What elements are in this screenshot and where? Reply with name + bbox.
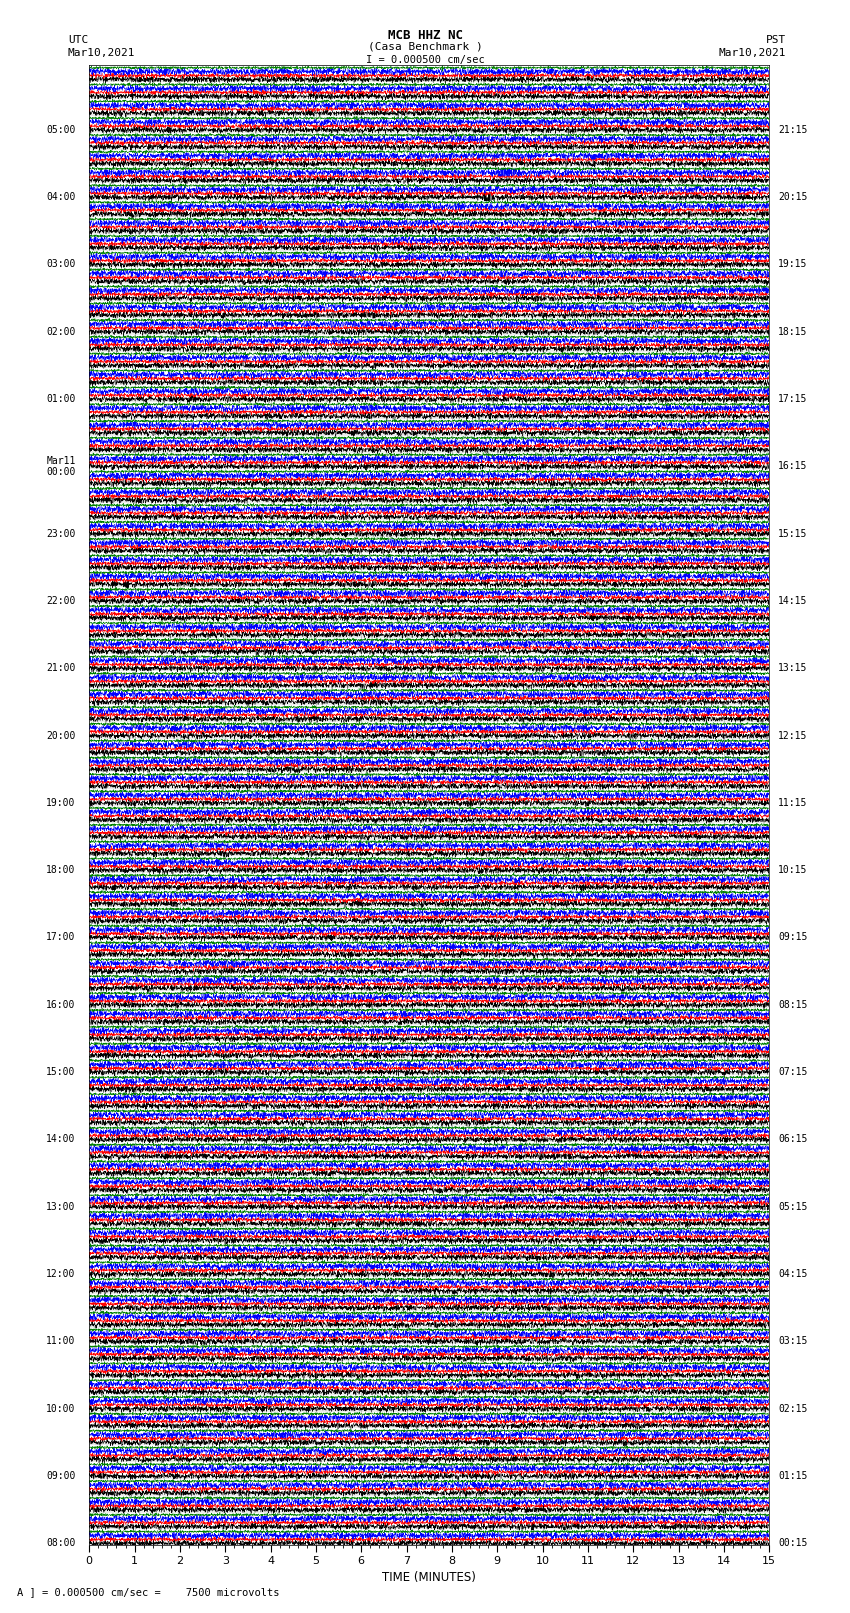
- Text: 04:15: 04:15: [779, 1269, 808, 1279]
- Text: Mar10,2021: Mar10,2021: [68, 48, 135, 58]
- Text: 11:00: 11:00: [46, 1336, 76, 1347]
- Text: 12:15: 12:15: [779, 731, 808, 740]
- Text: 00:15: 00:15: [779, 1539, 808, 1548]
- Text: 09:15: 09:15: [779, 932, 808, 942]
- Text: UTC: UTC: [68, 35, 88, 45]
- Text: 13:00: 13:00: [46, 1202, 76, 1211]
- Text: 17:00: 17:00: [46, 932, 76, 942]
- Text: 14:00: 14:00: [46, 1134, 76, 1144]
- Text: 16:00: 16:00: [46, 1000, 76, 1010]
- Text: MCB HHZ NC: MCB HHZ NC: [388, 29, 462, 42]
- Text: 08:00: 08:00: [46, 1539, 76, 1548]
- Text: A ] = 0.000500 cm/sec =    7500 microvolts: A ] = 0.000500 cm/sec = 7500 microvolts: [17, 1587, 280, 1597]
- Text: 15:00: 15:00: [46, 1068, 76, 1077]
- Text: 02:15: 02:15: [779, 1403, 808, 1413]
- Text: 14:15: 14:15: [779, 595, 808, 606]
- Text: 12:00: 12:00: [46, 1269, 76, 1279]
- Text: 21:00: 21:00: [46, 663, 76, 673]
- Text: Mar11
00:00: Mar11 00:00: [46, 455, 76, 477]
- Text: 11:15: 11:15: [779, 798, 808, 808]
- Text: (Casa Benchmark ): (Casa Benchmark ): [367, 42, 483, 52]
- Text: 19:15: 19:15: [779, 260, 808, 269]
- Text: 07:15: 07:15: [779, 1068, 808, 1077]
- Text: 03:15: 03:15: [779, 1336, 808, 1347]
- Text: 06:15: 06:15: [779, 1134, 808, 1144]
- Text: 01:15: 01:15: [779, 1471, 808, 1481]
- Text: 22:00: 22:00: [46, 595, 76, 606]
- Text: 18:15: 18:15: [779, 327, 808, 337]
- Text: PST: PST: [766, 35, 786, 45]
- Text: 04:00: 04:00: [46, 192, 76, 202]
- Text: 15:15: 15:15: [779, 529, 808, 539]
- Text: 10:15: 10:15: [779, 865, 808, 876]
- Text: Mar10,2021: Mar10,2021: [719, 48, 786, 58]
- Text: 08:15: 08:15: [779, 1000, 808, 1010]
- Text: 10:00: 10:00: [46, 1403, 76, 1413]
- Text: 20:00: 20:00: [46, 731, 76, 740]
- Text: I = 0.000500 cm/sec: I = 0.000500 cm/sec: [366, 55, 484, 65]
- Text: 20:15: 20:15: [779, 192, 808, 202]
- Text: 09:00: 09:00: [46, 1471, 76, 1481]
- Text: 18:00: 18:00: [46, 865, 76, 876]
- Text: 16:15: 16:15: [779, 461, 808, 471]
- Text: 13:15: 13:15: [779, 663, 808, 673]
- Text: 17:15: 17:15: [779, 394, 808, 403]
- Text: 03:00: 03:00: [46, 260, 76, 269]
- X-axis label: TIME (MINUTES): TIME (MINUTES): [382, 1571, 476, 1584]
- Text: 01:00: 01:00: [46, 394, 76, 403]
- Text: 02:00: 02:00: [46, 327, 76, 337]
- Text: 23:00: 23:00: [46, 529, 76, 539]
- Text: 21:15: 21:15: [779, 124, 808, 135]
- Text: 05:00: 05:00: [46, 124, 76, 135]
- Text: 19:00: 19:00: [46, 798, 76, 808]
- Text: 05:15: 05:15: [779, 1202, 808, 1211]
